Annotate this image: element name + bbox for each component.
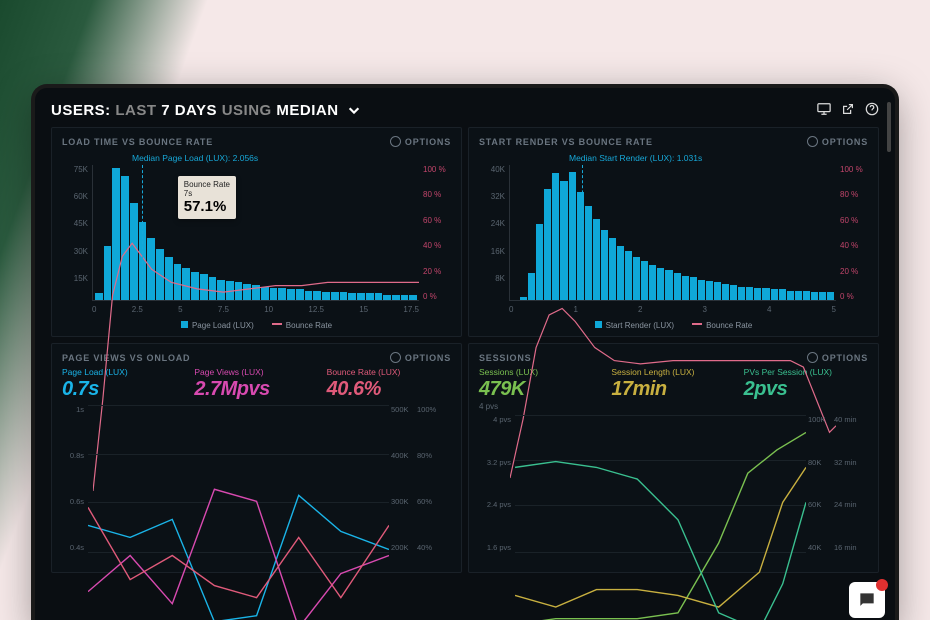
y-axis-right-a: 100K80K60K40K bbox=[808, 415, 834, 552]
median-label: Median Page Load (LUX): 2.056s bbox=[132, 153, 451, 163]
monitor-icon[interactable] bbox=[817, 102, 831, 119]
topbar-icons bbox=[817, 102, 879, 119]
dashboard-screen: USERS: LAST 7 DAYS USING MEDIAN LOAD TIM… bbox=[35, 88, 895, 620]
series-line bbox=[515, 432, 806, 620]
median-line bbox=[142, 165, 143, 300]
y-axis-right-a: 500K400K300K200K bbox=[391, 405, 417, 552]
y-axis-left: 1s0.8s0.6s0.4s bbox=[62, 405, 84, 552]
plot-area: Bounce Rate 7s 57.1% bbox=[92, 165, 419, 301]
y-axis-right: 100 %80 %60 %40 %20 %0 % bbox=[840, 165, 868, 301]
tooltip-sub: 7s bbox=[184, 189, 230, 198]
median-line bbox=[582, 165, 583, 300]
series-line bbox=[88, 507, 389, 597]
title-prefix: USERS: bbox=[51, 102, 111, 119]
options-button[interactable]: OPTIONS bbox=[390, 352, 451, 363]
plot-area bbox=[509, 165, 836, 301]
tooltip-value: 57.1% bbox=[184, 198, 230, 215]
y-axis-right: 100 %80 %60 %40 %20 %0 % bbox=[423, 165, 451, 301]
title-span2: USING bbox=[222, 102, 272, 119]
series-line bbox=[88, 495, 389, 620]
y-axis-left: 40K32K24K16K8K bbox=[479, 165, 505, 301]
share-icon[interactable] bbox=[841, 102, 855, 119]
series-line bbox=[88, 489, 389, 620]
multiline bbox=[88, 405, 389, 620]
y-axis-right-b: 40 min32 min24 min16 min bbox=[834, 415, 868, 552]
options-button[interactable]: OPTIONS bbox=[390, 136, 451, 147]
plot-area bbox=[88, 405, 389, 552]
y-axis-left: 75K60K45K30K15K bbox=[62, 165, 88, 301]
plot-area bbox=[515, 415, 806, 552]
multiline bbox=[515, 415, 806, 620]
loadtime-chart: 75K60K45K30K15K 100 %80 %60 %40 %20 %0 %… bbox=[62, 165, 451, 319]
series-line bbox=[515, 467, 806, 607]
sessions-chart: 4 pvs3.2 pvs2.4 pvs1.6 pvs 100K80K60K40K… bbox=[479, 415, 868, 566]
topbar: USERS: LAST 7 DAYS USING MEDIAN bbox=[51, 102, 879, 119]
x-axis: 012345 bbox=[509, 305, 836, 319]
panel-title: LOAD TIME VS BOUNCE RATE bbox=[62, 137, 213, 147]
panel-title: START RENDER VS BOUNCE RATE bbox=[479, 137, 653, 147]
startrender-chart: 40K32K24K16K8K 100 %80 %60 %40 %20 %0 % … bbox=[479, 165, 868, 319]
title-span1: LAST bbox=[115, 102, 156, 119]
panel-head: LOAD TIME VS BOUNCE RATE OPTIONS bbox=[62, 136, 451, 147]
title-metric: MEDIAN bbox=[276, 102, 338, 119]
panel-loadtime: LOAD TIME VS BOUNCE RATE OPTIONS Median … bbox=[51, 127, 462, 337]
series-line bbox=[515, 462, 806, 620]
panel-head: START RENDER VS BOUNCE RATE OPTIONS bbox=[479, 136, 868, 147]
y-axis-right-b: 100%80%60%40% bbox=[417, 405, 451, 552]
tooltip: Bounce Rate 7s 57.1% bbox=[178, 176, 236, 219]
x-axis: 02.557.51012.51517.5 bbox=[92, 305, 419, 319]
help-icon[interactable] bbox=[865, 102, 879, 119]
page-title[interactable]: USERS: LAST 7 DAYS USING MEDIAN bbox=[51, 102, 361, 119]
median-label: Median Start Render (LUX): 1.031s bbox=[569, 153, 868, 163]
y-axis-left: 4 pvs3.2 pvs2.4 pvs1.6 pvs bbox=[479, 415, 511, 552]
title-days: 7 DAYS bbox=[161, 102, 217, 119]
panel-startrender: START RENDER VS BOUNCE RATE OPTIONS Medi… bbox=[468, 127, 879, 337]
tooltip-label: Bounce Rate bbox=[184, 180, 230, 189]
chevron-down-icon[interactable] bbox=[347, 102, 361, 119]
pageviews-chart: 1s0.8s0.6s0.4s 500K400K300K200K 100%80%6… bbox=[62, 405, 451, 566]
scrollbar[interactable] bbox=[887, 102, 891, 152]
options-button[interactable]: OPTIONS bbox=[807, 352, 868, 363]
chat-widget[interactable] bbox=[849, 582, 885, 618]
options-button[interactable]: OPTIONS bbox=[807, 136, 868, 147]
panel-grid: LOAD TIME VS BOUNCE RATE OPTIONS Median … bbox=[51, 127, 879, 573]
